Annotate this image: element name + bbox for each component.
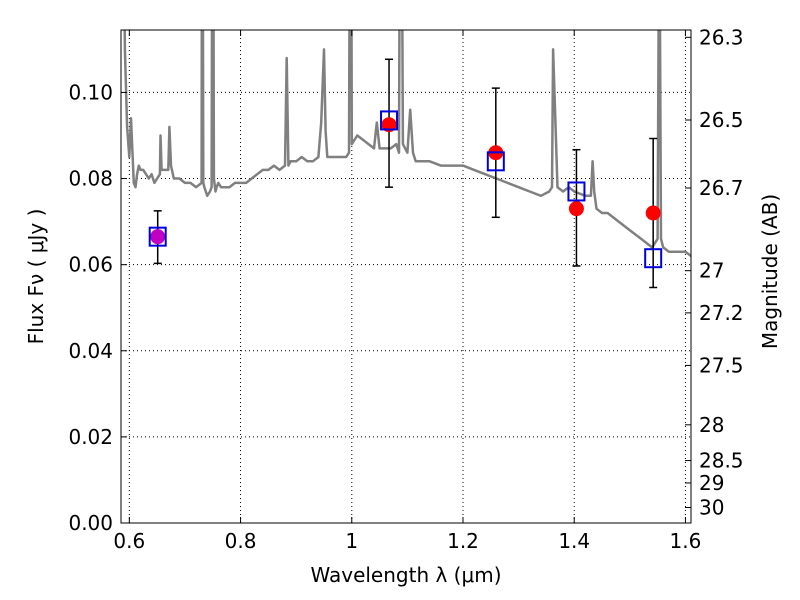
y2-tick-label: 26.5 — [699, 108, 744, 132]
y2-tick-label: 26.3 — [699, 25, 744, 49]
y2-tick-label: 30 — [699, 495, 724, 519]
model-square — [148, 226, 167, 247]
observed-point — [645, 205, 661, 221]
x-tick-label: 1.6 — [670, 529, 702, 553]
x-axis-label: Wavelength λ (μm) — [310, 563, 501, 587]
y2-tick-label: 27.2 — [699, 301, 744, 325]
y-tick-label: 0.02 — [68, 425, 113, 449]
y-tick-label: 0.10 — [68, 80, 113, 104]
y2-tick-label: 26.7 — [699, 176, 744, 200]
model-square — [644, 248, 663, 269]
right-y-axis-label: Magnitude (AB) — [758, 194, 782, 349]
y-tick-label: 0.06 — [68, 253, 113, 277]
spectrum-line — [123, 30, 691, 257]
model-square — [380, 110, 399, 131]
y2-tick-label: 28.5 — [699, 449, 744, 473]
axis-ticks: 0.6 0.8 1 1.2 1.4 1.6 0.00 0.02 0.04 0.06 0.08 0.10… — [68, 25, 743, 553]
x-tick-label: 1.2 — [447, 529, 479, 553]
observed-point — [568, 201, 584, 217]
x-tick-label: 1 — [345, 529, 358, 553]
y2-tick-label: 28 — [699, 413, 724, 437]
model-square — [486, 151, 505, 172]
x-tick-label: 0.6 — [113, 529, 145, 553]
y2-tick-label: 27 — [699, 259, 724, 283]
y2-tick-label: 27.5 — [699, 353, 744, 377]
y-tick-label: 0.00 — [68, 511, 113, 535]
photometry-layer — [148, 58, 663, 289]
observed-point — [150, 229, 166, 245]
x-tick-label: 0.8 — [225, 529, 257, 553]
y-axis-label: Flux Fν ( μJy ) — [24, 209, 48, 345]
plot-frame — [120, 29, 692, 524]
spectrum-layer — [123, 30, 691, 257]
y2-tick-label: 29 — [699, 471, 724, 495]
model-square — [567, 181, 586, 202]
grid — [121, 30, 691, 524]
x-tick-label: 1.4 — [558, 529, 590, 553]
y-tick-label: 0.04 — [68, 339, 113, 363]
y-tick-label: 0.08 — [68, 167, 113, 191]
